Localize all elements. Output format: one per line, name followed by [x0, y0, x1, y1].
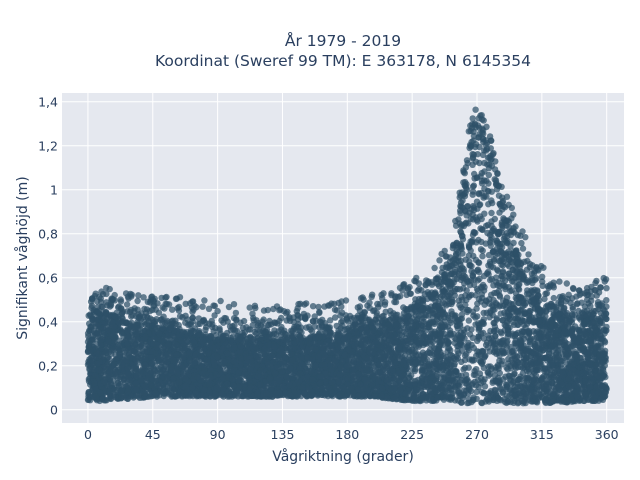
scatter-point: [525, 327, 533, 335]
scatter-point: [487, 242, 494, 249]
scatter-point: [558, 361, 565, 368]
scatter-point: [474, 151, 481, 158]
scatter-point: [419, 363, 426, 371]
scatter-point: [458, 311, 466, 318]
scatter-point: [474, 313, 481, 320]
scatter-point: [473, 305, 480, 312]
scatter-point: [467, 262, 474, 269]
scatter-point: [473, 388, 480, 396]
scatter-point: [463, 350, 470, 358]
scatter-point: [447, 319, 455, 326]
scatter-point: [469, 188, 477, 195]
scatter-point: [496, 293, 504, 300]
scatter-point: [488, 209, 495, 217]
scatter-point: [495, 287, 503, 295]
scatter-point: [488, 275, 495, 283]
scatter-point: [485, 363, 492, 370]
scatter-point: [479, 253, 486, 260]
scatter-point: [466, 281, 474, 289]
scatter-point: [411, 367, 419, 375]
scatter-points: [84, 106, 610, 407]
scatter-point: [489, 199, 496, 207]
scatter-point: [477, 246, 485, 253]
scatter-point: [118, 328, 125, 336]
scatter-point: [475, 236, 482, 244]
scatter-point: [485, 372, 492, 379]
scatter-point: [457, 210, 464, 217]
